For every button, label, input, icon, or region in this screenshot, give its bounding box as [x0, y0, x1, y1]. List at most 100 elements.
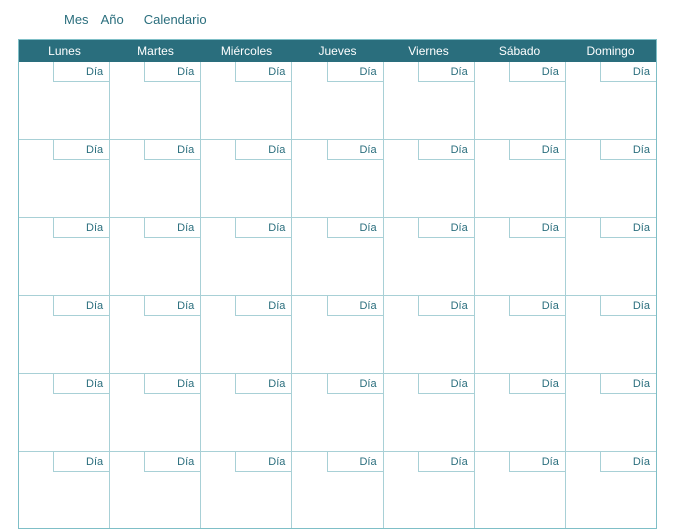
- day-header: Sábado: [474, 40, 565, 62]
- day-number-box: Día: [418, 140, 474, 160]
- day-number-box: Día: [600, 296, 656, 316]
- day-number-box: Día: [53, 296, 109, 316]
- day-cell[interactable]: Día: [19, 296, 110, 374]
- day-cell[interactable]: Día: [19, 140, 110, 218]
- day-number-box: Día: [235, 140, 291, 160]
- day-cell[interactable]: Día: [110, 218, 201, 296]
- calendar-label: Calendario: [144, 12, 207, 27]
- day-cell[interactable]: Día: [292, 218, 383, 296]
- day-number-box: Día: [235, 452, 291, 472]
- week-row: Día Día Día Día Día Día Día: [19, 296, 656, 374]
- day-number-box: Día: [327, 140, 383, 160]
- day-cell[interactable]: Día: [475, 218, 566, 296]
- day-number-box: Día: [235, 296, 291, 316]
- day-cell[interactable]: Día: [292, 140, 383, 218]
- day-header: Lunes: [19, 40, 110, 62]
- day-number-box: Día: [509, 452, 565, 472]
- day-cell[interactable]: Día: [201, 374, 292, 452]
- day-cell[interactable]: Día: [292, 296, 383, 374]
- day-number-box: Día: [53, 62, 109, 82]
- day-cell[interactable]: Día: [475, 452, 566, 528]
- day-header: Martes: [110, 40, 201, 62]
- day-number-box: Día: [144, 374, 200, 394]
- day-number-box: Día: [327, 218, 383, 238]
- day-cell[interactable]: Día: [201, 62, 292, 140]
- day-cell[interactable]: Día: [110, 140, 201, 218]
- day-number-box: Día: [53, 218, 109, 238]
- day-number-box: Día: [144, 218, 200, 238]
- day-number-box: Día: [235, 218, 291, 238]
- day-number-box: Día: [327, 374, 383, 394]
- week-row: Día Día Día Día Día Día Día: [19, 452, 656, 528]
- week-row: Día Día Día Día Día Día Día: [19, 218, 656, 296]
- week-row: Día Día Día Día Día Día Día: [19, 374, 656, 452]
- day-number-box: Día: [509, 62, 565, 82]
- day-number-box: Día: [144, 296, 200, 316]
- day-cell[interactable]: Día: [19, 374, 110, 452]
- day-header: Viernes: [383, 40, 474, 62]
- day-cell[interactable]: Día: [566, 218, 656, 296]
- day-number-box: Día: [327, 62, 383, 82]
- calendar-title: Mes Año Calendario: [64, 12, 657, 27]
- day-cell[interactable]: Día: [201, 140, 292, 218]
- day-header: Miércoles: [201, 40, 292, 62]
- day-number-box: Día: [509, 218, 565, 238]
- day-number-box: Día: [235, 374, 291, 394]
- day-cell[interactable]: Día: [566, 296, 656, 374]
- day-cell[interactable]: Día: [110, 452, 201, 528]
- day-header: Domingo: [565, 40, 656, 62]
- day-number-box: Día: [418, 452, 474, 472]
- day-cell[interactable]: Día: [475, 296, 566, 374]
- day-cell[interactable]: Día: [566, 374, 656, 452]
- day-cell[interactable]: Día: [19, 452, 110, 528]
- day-cell[interactable]: Día: [566, 452, 656, 528]
- week-row: Día Día Día Día Día Día Día: [19, 62, 656, 140]
- day-cell[interactable]: Día: [110, 296, 201, 374]
- day-number-box: Día: [600, 452, 656, 472]
- day-number-box: Día: [327, 452, 383, 472]
- week-row: Día Día Día Día Día Día Día: [19, 140, 656, 218]
- day-number-box: Día: [600, 218, 656, 238]
- day-cell[interactable]: Día: [384, 218, 475, 296]
- day-number-box: Día: [53, 374, 109, 394]
- day-number-box: Día: [600, 62, 656, 82]
- day-cell[interactable]: Día: [201, 218, 292, 296]
- day-cell[interactable]: Día: [201, 452, 292, 528]
- day-cell[interactable]: Día: [475, 62, 566, 140]
- day-cell[interactable]: Día: [292, 452, 383, 528]
- day-number-box: Día: [327, 296, 383, 316]
- day-cell[interactable]: Día: [19, 218, 110, 296]
- day-number-box: Día: [53, 452, 109, 472]
- day-cell[interactable]: Día: [110, 374, 201, 452]
- day-number-box: Día: [144, 62, 200, 82]
- day-number-box: Día: [509, 140, 565, 160]
- day-number-box: Día: [509, 374, 565, 394]
- day-number-box: Día: [418, 374, 474, 394]
- day-cell[interactable]: Día: [566, 140, 656, 218]
- day-number-box: Día: [418, 62, 474, 82]
- day-cell[interactable]: Día: [384, 140, 475, 218]
- day-cell[interactable]: Día: [292, 374, 383, 452]
- day-cell[interactable]: Día: [384, 62, 475, 140]
- day-cell[interactable]: Día: [475, 140, 566, 218]
- day-cell[interactable]: Día: [384, 452, 475, 528]
- day-cell[interactable]: Día: [19, 62, 110, 140]
- day-number-box: Día: [53, 140, 109, 160]
- day-cell[interactable]: Día: [384, 374, 475, 452]
- day-number-box: Día: [600, 374, 656, 394]
- day-cell[interactable]: Día: [292, 62, 383, 140]
- day-number-box: Día: [418, 296, 474, 316]
- month-label: Mes: [64, 12, 89, 27]
- day-number-box: Día: [509, 296, 565, 316]
- day-cell[interactable]: Día: [566, 62, 656, 140]
- day-cell[interactable]: Día: [475, 374, 566, 452]
- year-label: Año: [101, 12, 124, 27]
- calendar-grid: Lunes Martes Miércoles Jueves Viernes Sá…: [18, 39, 657, 529]
- day-header: Jueves: [292, 40, 383, 62]
- day-cell[interactable]: Día: [384, 296, 475, 374]
- day-number-box: Día: [144, 140, 200, 160]
- day-cell[interactable]: Día: [110, 62, 201, 140]
- day-number-box: Día: [418, 218, 474, 238]
- day-number-box: Día: [235, 62, 291, 82]
- day-cell[interactable]: Día: [201, 296, 292, 374]
